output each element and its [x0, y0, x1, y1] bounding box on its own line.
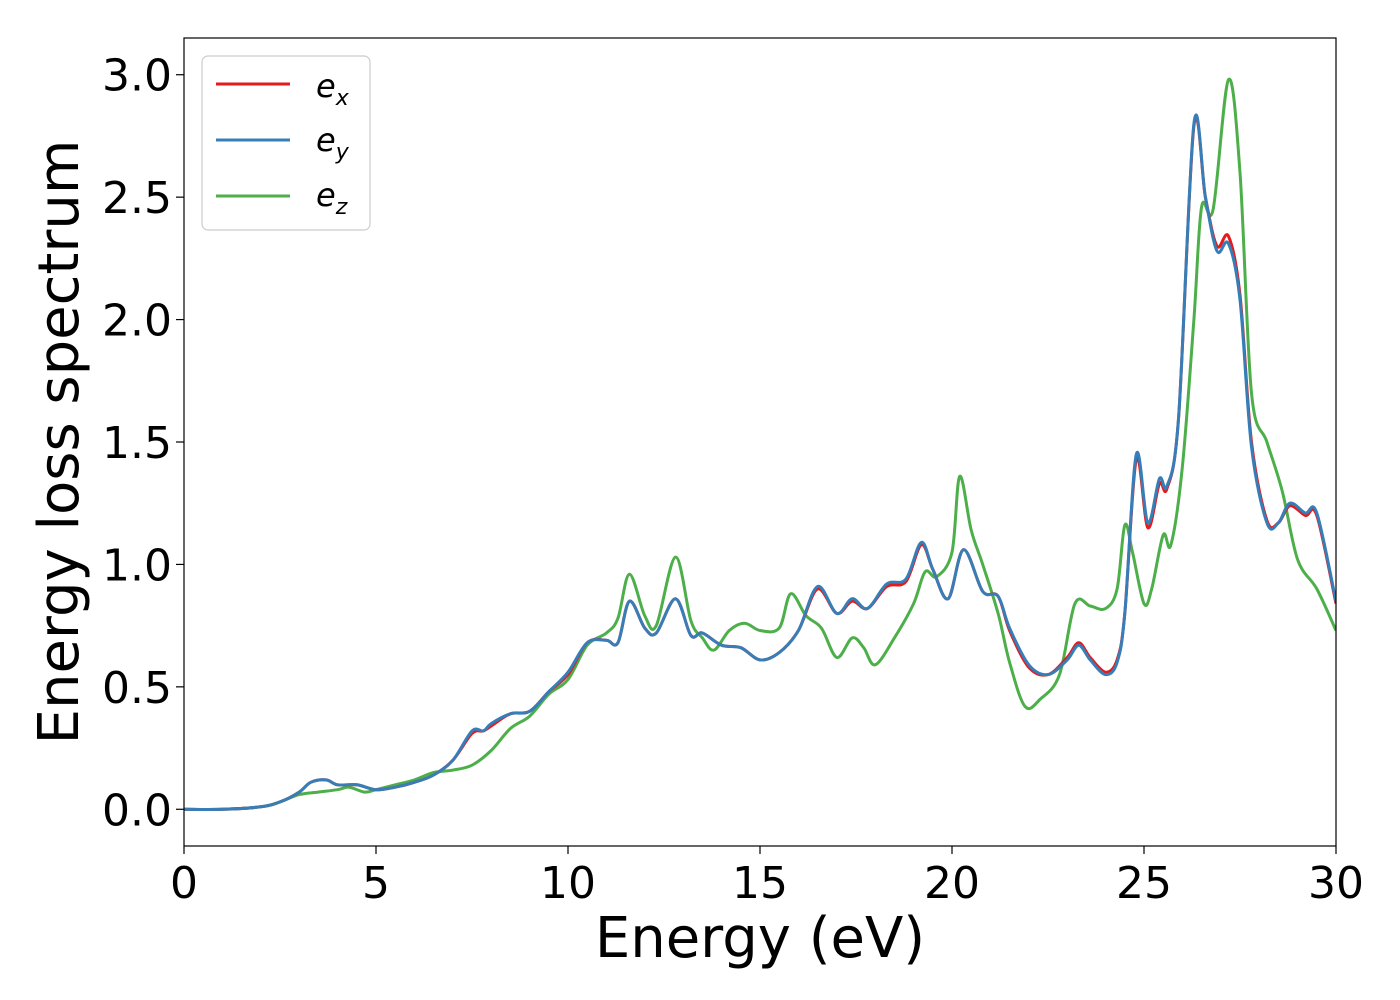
y-tick-label: 2.5	[102, 173, 172, 224]
legend-box	[201, 55, 371, 231]
legend-label-ez: ez	[316, 176, 348, 220]
y-tick-label: 0.0	[102, 785, 172, 836]
y-tick-label: 3.0	[102, 51, 172, 102]
x-tick-label: 10	[540, 858, 596, 909]
legend-label-ex: ex	[316, 67, 350, 111]
legend-label-ey: ey	[316, 121, 350, 165]
y-tick-label: 1.0	[102, 540, 172, 591]
y-tick-label: 2.0	[102, 296, 172, 347]
x-tick-label: 0	[170, 858, 198, 909]
y-axis-title: Energy loss spectrum	[27, 140, 92, 745]
x-tick-label: 30	[1308, 858, 1364, 909]
series-line-ey	[184, 113, 1336, 811]
y-tick-label: 0.5	[102, 663, 172, 714]
x-axis-ticks: 0 5 10 15 20 25 30	[170, 846, 1364, 909]
y-tick-label: 1.5	[102, 418, 172, 469]
legend: ex ey ez	[201, 55, 371, 231]
x-tick-label: 5	[362, 858, 390, 909]
plot-lines	[184, 77, 1336, 811]
x-tick-label: 15	[732, 858, 788, 909]
x-axis-title: Energy (eV)	[595, 906, 925, 971]
y-axis-ticks: 0.0 0.5 1.0 1.5 2.0 2.5 3.0	[102, 51, 184, 836]
x-tick-label: 25	[1116, 858, 1172, 909]
series-line-ez	[184, 77, 1336, 811]
x-tick-label: 20	[924, 858, 980, 909]
